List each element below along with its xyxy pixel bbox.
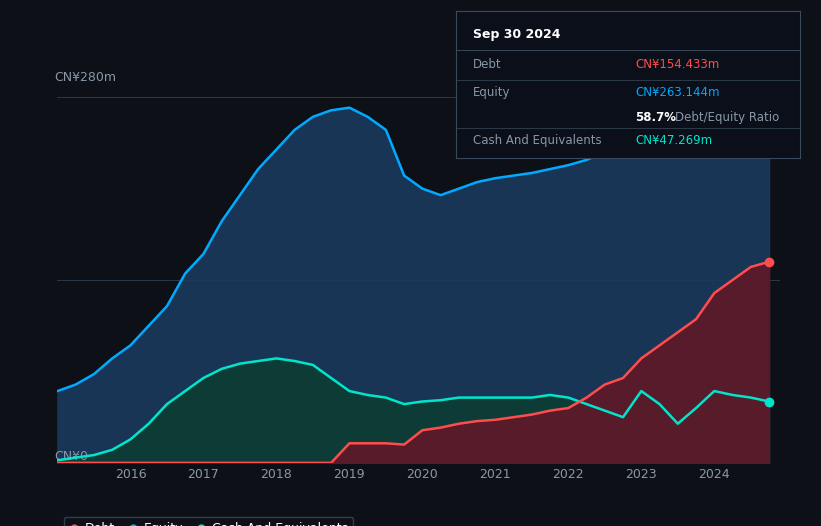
Text: CN¥0: CN¥0 — [54, 450, 88, 463]
Text: Cash And Equivalents: Cash And Equivalents — [473, 134, 602, 147]
Text: CN¥263.144m: CN¥263.144m — [635, 86, 719, 99]
Text: Sep 30 2024: Sep 30 2024 — [473, 28, 561, 41]
Text: CN¥280m: CN¥280m — [54, 71, 116, 84]
Text: 58.7%: 58.7% — [635, 110, 676, 124]
Text: CN¥154.433m: CN¥154.433m — [635, 58, 719, 70]
Text: Debt/Equity Ratio: Debt/Equity Ratio — [675, 110, 779, 124]
Text: Debt: Debt — [473, 58, 502, 70]
Text: Equity: Equity — [473, 86, 511, 99]
Legend: Debt, Equity, Cash And Equivalents: Debt, Equity, Cash And Equivalents — [64, 517, 353, 526]
Text: CN¥47.269m: CN¥47.269m — [635, 134, 712, 147]
